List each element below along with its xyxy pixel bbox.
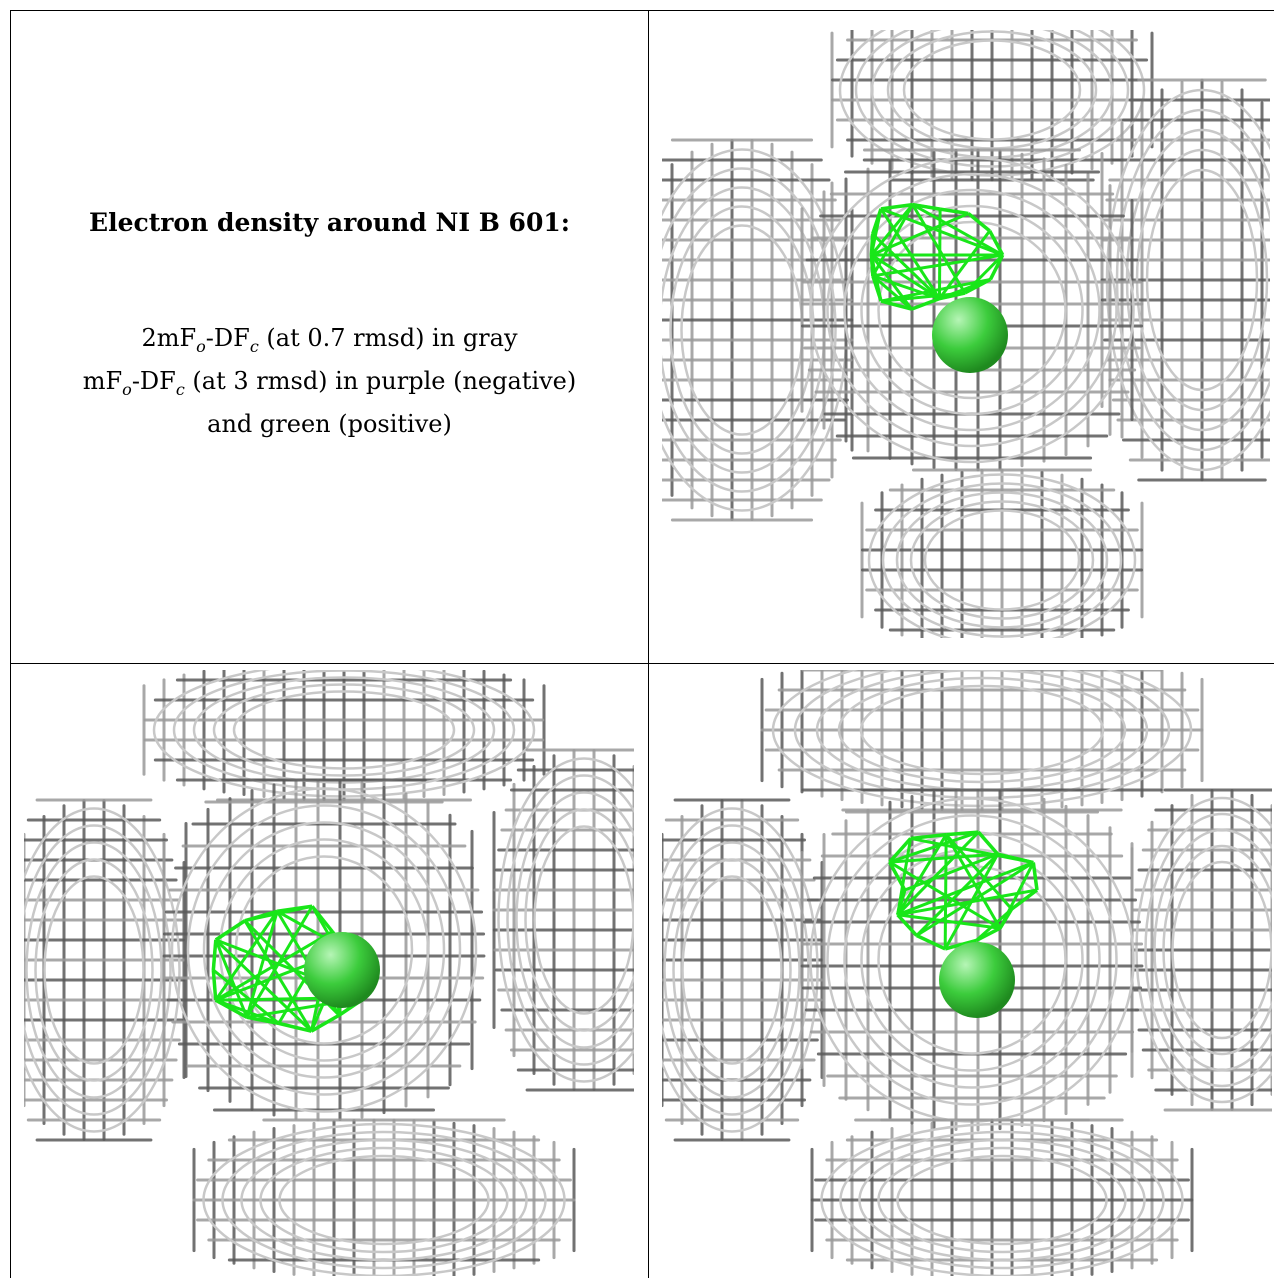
mesh-lobe-top	[830, 30, 1154, 182]
ni-atom	[939, 942, 1015, 1018]
density-mesh-view-1	[662, 30, 1270, 638]
ni-atom	[932, 297, 1008, 373]
caption-description: 2mFo-DFc (at 0.7 rmsd) in gray mFo-DFc (…	[11, 321, 648, 441]
grid-border-top	[10, 10, 1274, 11]
grid-border-middle	[10, 663, 1274, 664]
caption-line-3: and green (positive)	[207, 409, 452, 438]
grid-border-left	[10, 10, 11, 1278]
caption-cell: Electron density around NI B 601: 2mFo-D…	[11, 11, 648, 663]
caption-line-2: mFo-DFc (at 3 rmsd) in purple (negative)	[82, 366, 577, 399]
mesh-lobe-top	[760, 670, 1204, 812]
density-mesh-view-2	[24, 670, 634, 1276]
figure-grid: Electron density around NI B 601: 2mFo-D…	[10, 10, 1274, 1278]
density-panel-bottom-right	[662, 670, 1272, 1276]
density-panel-bottom-left	[24, 670, 634, 1276]
positive-density-mesh	[869, 202, 1005, 311]
caption-line-1: 2mFo-DFc (at 0.7 rmsd) in gray	[141, 324, 518, 356]
mesh-lobe-bottom	[860, 468, 1144, 638]
positive-density-mesh	[888, 830, 1039, 951]
mesh-lobe-bottom	[192, 1118, 576, 1276]
density-panel-top-right	[662, 30, 1270, 638]
ni-atom	[304, 932, 380, 1008]
mesh-core	[800, 148, 1144, 472]
mesh-lobe-left	[662, 798, 824, 1142]
mesh-lobe-left	[24, 798, 186, 1142]
caption-title: Electron density around NI B 601:	[89, 208, 570, 237]
mesh-lobe-top	[142, 670, 546, 802]
grid-border-center	[648, 10, 649, 1278]
mesh-lobe-bottom	[810, 1118, 1194, 1276]
mesh-lobe-right	[492, 748, 634, 1092]
mesh-lobe-right	[1100, 78, 1270, 482]
mesh-lobe-right	[1130, 788, 1272, 1112]
density-mesh-view-3	[662, 670, 1272, 1276]
